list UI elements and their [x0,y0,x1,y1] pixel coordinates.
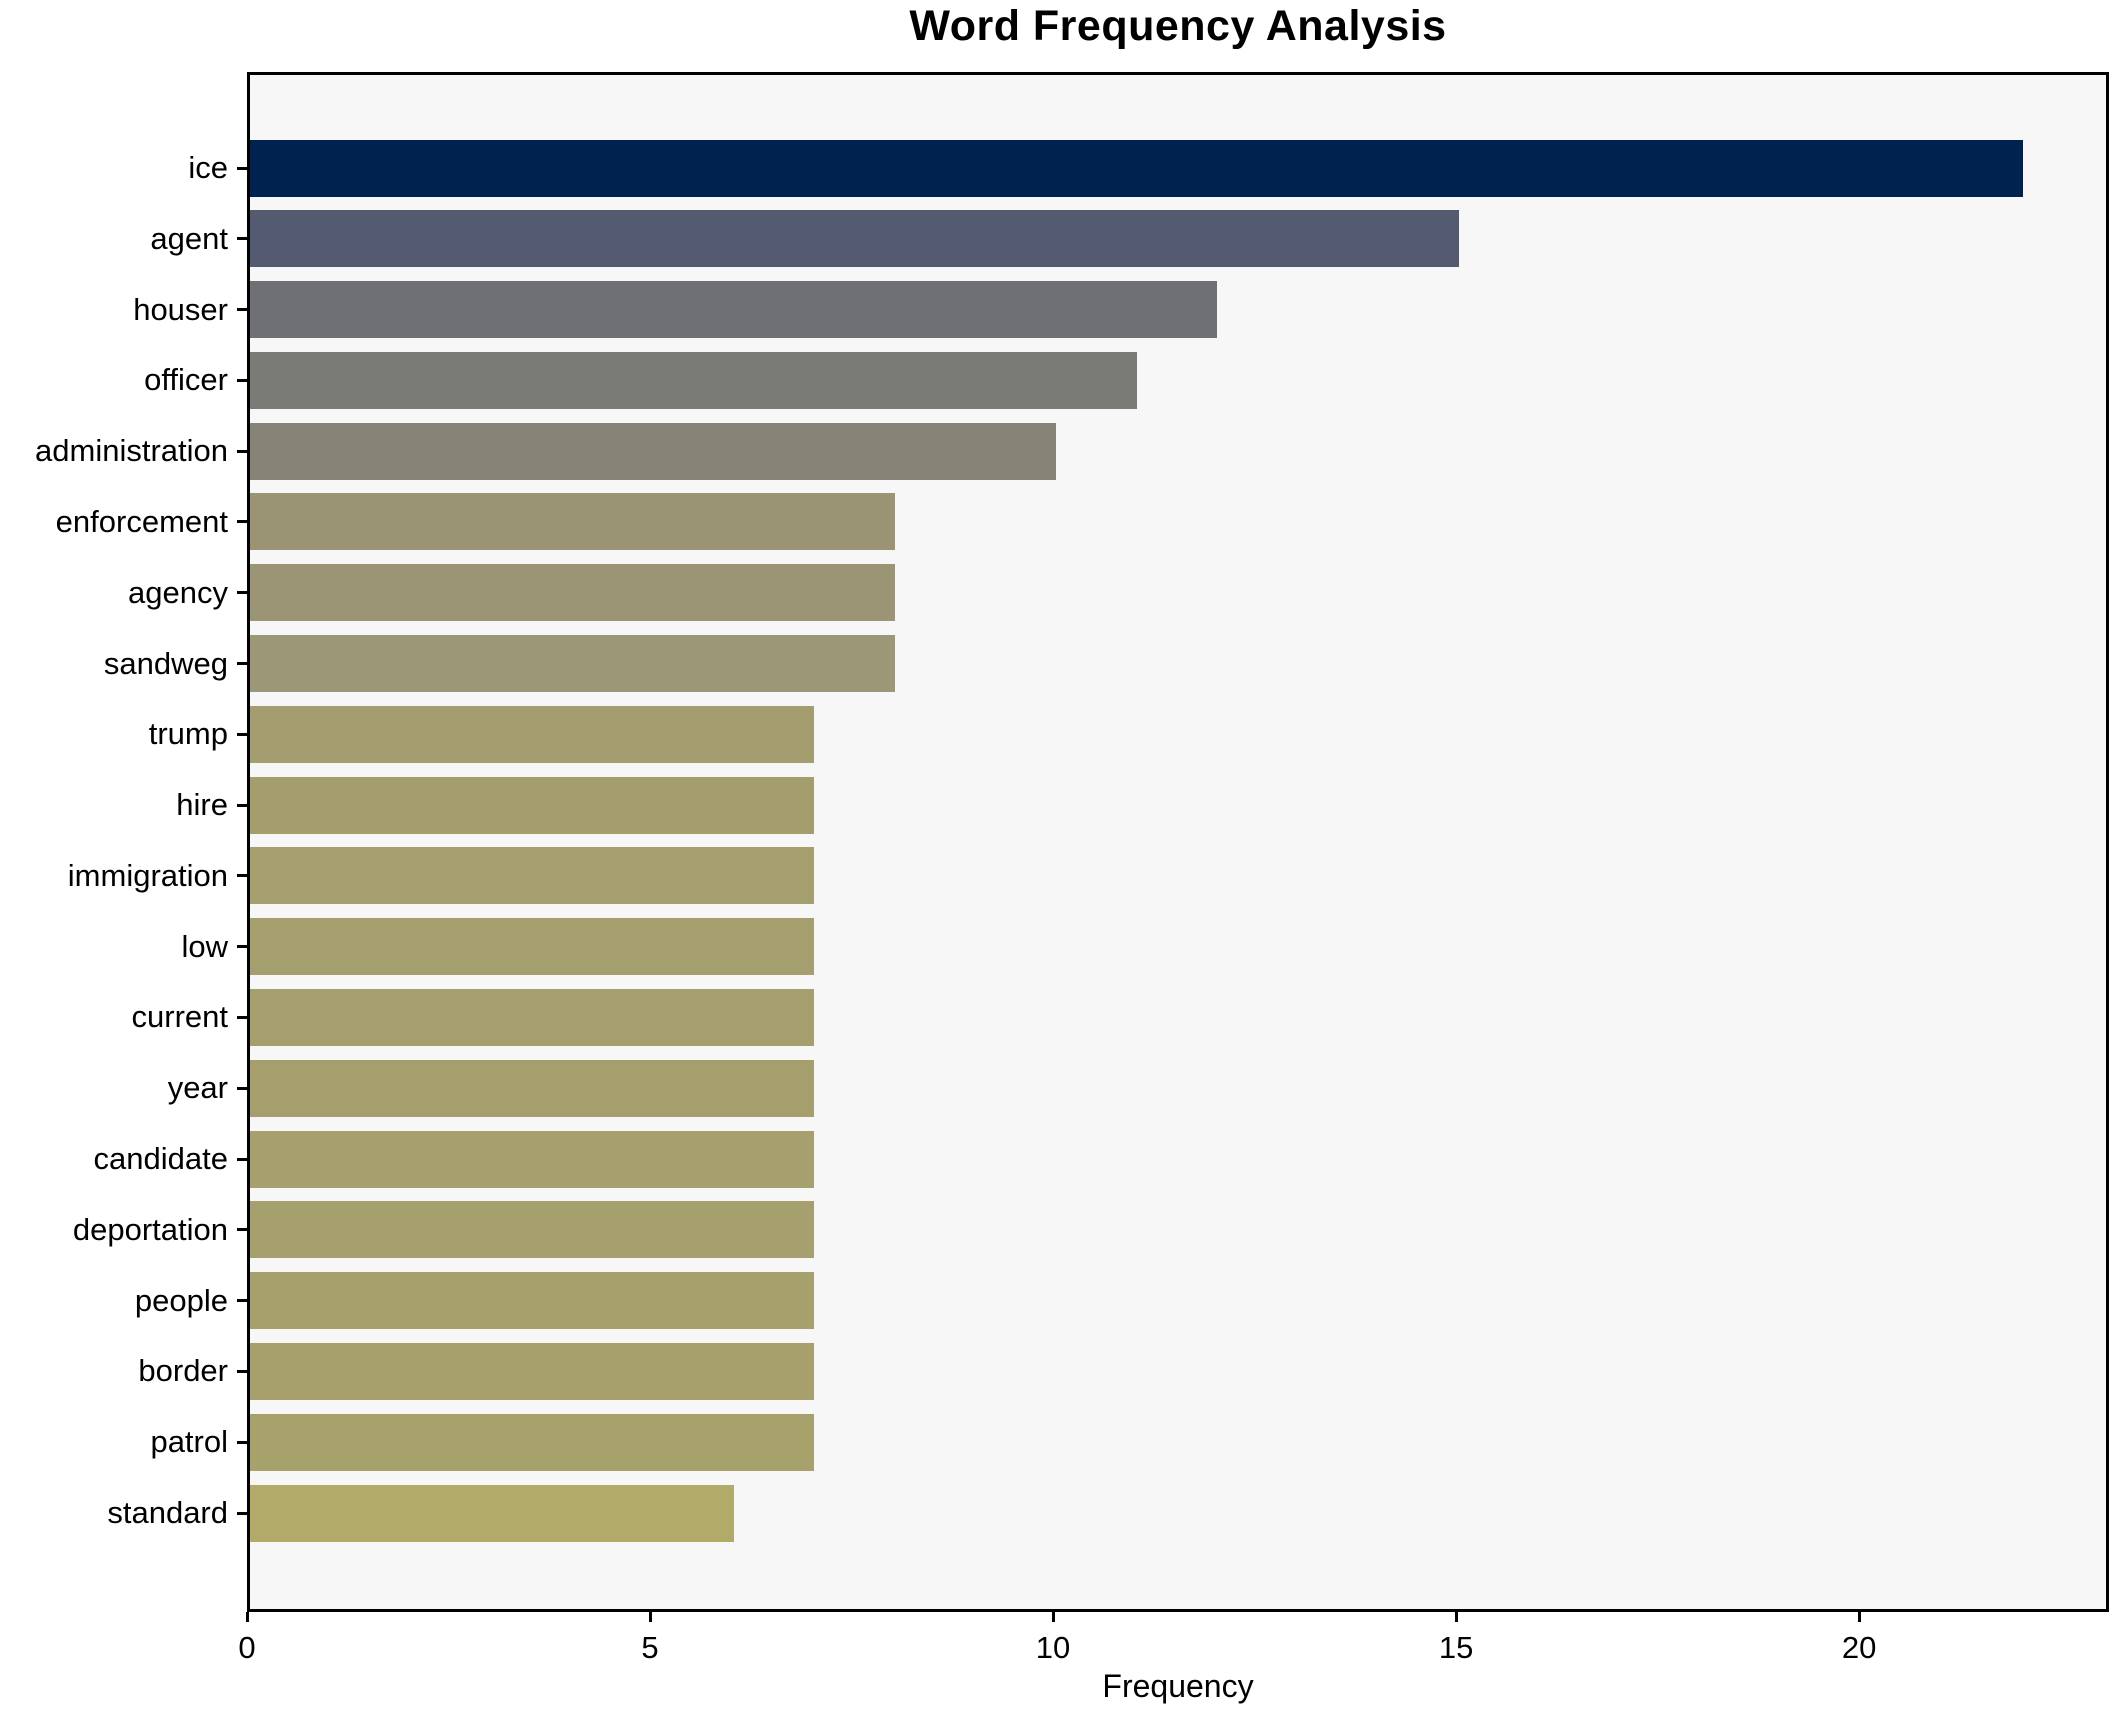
y-tick-label: candidate [93,1141,228,1177]
y-tick-mark [237,308,247,312]
bar-patrol [250,1413,815,1471]
y-tick-mark [237,1086,247,1090]
y-tick-mark [237,1228,247,1232]
y-tick-label: ice [188,150,228,185]
y-tick-mark [237,874,247,878]
bar-year [250,1059,815,1117]
y-tick-label: hire [176,787,228,823]
y-tick-mark [237,237,247,241]
x-tick-mark [648,1612,652,1622]
y-tick-label: administration [35,433,228,469]
y-tick-label: agent [150,220,228,256]
y-tick-label: patrol [150,1424,228,1460]
bar-standard [250,1484,734,1542]
x-tick-mark [245,1612,249,1622]
y-tick-label: sandweg [103,645,228,681]
bar-people [250,1272,815,1330]
bar-agency [250,564,895,622]
y-tick-mark [237,591,247,595]
y-tick-mark [237,662,247,666]
y-tick-mark [237,1015,247,1019]
y-tick-mark [237,1369,247,1373]
x-tick-mark [1051,1612,1055,1622]
y-tick-label: houser [133,291,228,327]
y-tick-mark [237,1440,247,1444]
y-tick-label: current [131,999,228,1035]
bar-ice [250,139,2024,197]
y-tick-mark [237,378,247,382]
bar-trump [250,705,815,763]
x-tick-mark [1454,1612,1458,1622]
bar-low [250,918,815,976]
y-tick-label: immigration [67,857,228,893]
bar-agent [250,210,1460,268]
y-tick-mark [237,520,247,524]
chart-title: Word Frequency Analysis [909,2,1447,50]
y-tick-mark [237,1157,247,1161]
bar-candidate [250,1130,815,1188]
x-tick-label: 5 [641,1630,659,1665]
y-tick-mark [237,449,247,453]
y-tick-label: low [181,928,228,964]
bar-deportation [250,1201,815,1259]
y-tick-mark [237,1299,247,1303]
y-tick-label: deportation [72,1211,228,1247]
y-tick-label: standard [107,1495,228,1530]
x-axis-title: Frequency [1102,1668,1254,1704]
x-tick-label: 10 [1035,1630,1071,1665]
x-tick-label: 15 [1438,1630,1474,1665]
bar-officer [250,351,1137,409]
bar-sandweg [250,635,895,693]
bar-hire [250,776,815,834]
bar-immigration [250,847,815,905]
x-tick-label: 20 [1841,1630,1877,1665]
y-tick-mark [237,732,247,736]
bar-administration [250,422,1057,480]
plot-area [247,72,2109,1612]
x-tick-label: 0 [238,1630,256,1665]
y-tick-mark [237,803,247,807]
y-tick-label: officer [144,362,228,398]
y-tick-label: year [167,1070,228,1106]
bar-border [250,1342,815,1400]
bar-current [250,988,815,1046]
y-tick-label: border [138,1353,228,1389]
x-tick-mark [1857,1612,1861,1622]
y-tick-mark [237,945,247,949]
y-tick-label: enforcement [55,503,228,539]
y-tick-label: people [134,1282,228,1318]
bar-houser [250,281,1218,339]
y-tick-mark [237,166,247,170]
y-tick-mark [237,1511,247,1515]
bar-enforcement [250,493,895,551]
y-tick-label: agency [128,574,228,610]
y-tick-label: trump [148,716,228,752]
